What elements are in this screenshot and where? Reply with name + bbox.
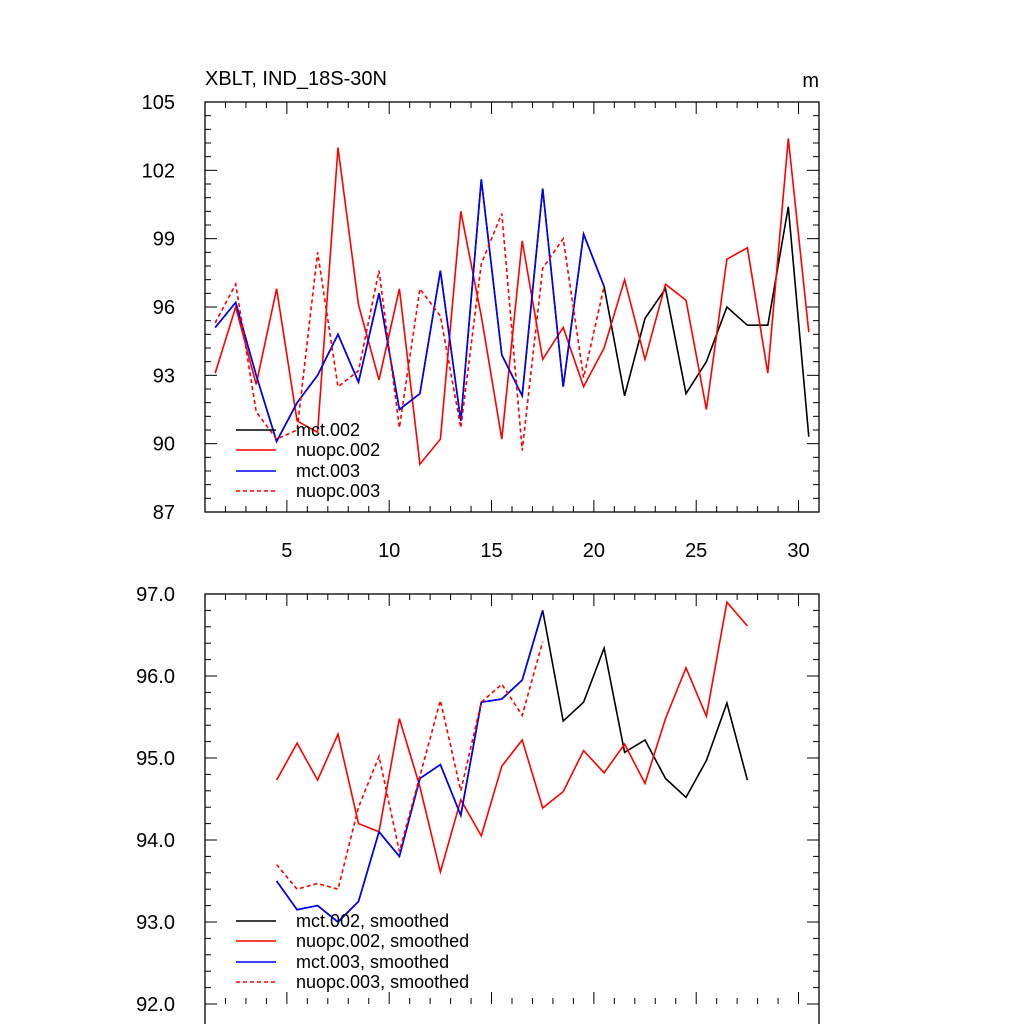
top-y-tick-label: 99	[153, 229, 175, 251]
top-units-label: m	[802, 70, 819, 92]
bottom-legend-label-mct002: mct.002, smoothed	[296, 911, 449, 931]
top-x-tick-label: 30	[787, 540, 809, 562]
top-panel: XBLT, IND_18S-30N m 5 10 15 20 25 30 87 90 93 96 9…	[142, 68, 820, 562]
top-legend: mct.002 nuopc.002 mct.003 nuopc.003	[236, 420, 380, 501]
bottom-series-nuopc-003-smoothed	[275, 641, 544, 891]
top-y-tick-label: 87	[153, 502, 175, 524]
top-legend-label-nuopc003: nuopc.003	[296, 481, 380, 501]
top-y-tick-label: 105	[142, 92, 175, 114]
top-legend-label-mct003: mct.003	[296, 461, 360, 481]
bottom-y-tick-label: 92.0	[136, 994, 175, 1016]
top-legend-label-mct002: mct.002	[296, 420, 360, 440]
bottom-legend: mct.002, smoothed nuopc.002, smoothed mc…	[236, 911, 469, 992]
bottom-legend-label-nuopc002: nuopc.002, smoothed	[296, 931, 469, 951]
top-y-tick-label: 102	[142, 160, 175, 182]
bottom-y-tick-label: 95.0	[136, 748, 175, 770]
bottom-panel: 92.0 93.0 94.0 95.0 96.0 97.0 mct.002, smooth…	[136, 584, 820, 1024]
top-series-nuopc-003	[214, 213, 605, 451]
top-title: XBLT, IND_18S-30N	[205, 68, 387, 90]
top-y-tick-label: 90	[153, 434, 175, 456]
top-series-mct-003	[214, 179, 605, 444]
bottom-y-tick-label: 96.0	[136, 666, 175, 688]
bottom-y-tick-label: 94.0	[136, 830, 175, 852]
bottom-series-nuopc-002-smoothed	[275, 600, 749, 876]
top-x-tick-label: 20	[583, 540, 605, 562]
top-y-tick-label: 93	[153, 365, 175, 387]
top-legend-label-nuopc002: nuopc.002	[296, 440, 380, 460]
bottom-y-tick-label: 97.0	[136, 584, 175, 606]
top-x-tick-label: 10	[378, 540, 400, 562]
top-x-tick-label: 5	[281, 540, 292, 562]
bottom-ticks: 92.0 93.0 94.0 95.0 96.0 97.0	[136, 584, 820, 1016]
top-series-nuopc-002	[214, 138, 810, 467]
bottom-y-tick-label: 93.0	[136, 912, 175, 934]
bottom-legend-label-mct003: mct.003, smoothed	[296, 952, 449, 972]
top-x-tick-label: 25	[685, 540, 707, 562]
bottom-legend-label-nuopc003: nuopc.003, smoothed	[296, 972, 469, 992]
bottom-series-mct-003-smoothed	[275, 610, 544, 924]
top-x-tick-label: 15	[480, 540, 502, 562]
top-ticks: 5 10 15 20 25 30 87 90 93 96 99 102 105	[142, 92, 820, 562]
top-y-tick-label: 96	[153, 297, 175, 319]
top-series-lines	[214, 138, 810, 467]
bottom-series-lines	[275, 600, 749, 924]
bottom-series-mct-002-smoothed	[275, 610, 749, 924]
